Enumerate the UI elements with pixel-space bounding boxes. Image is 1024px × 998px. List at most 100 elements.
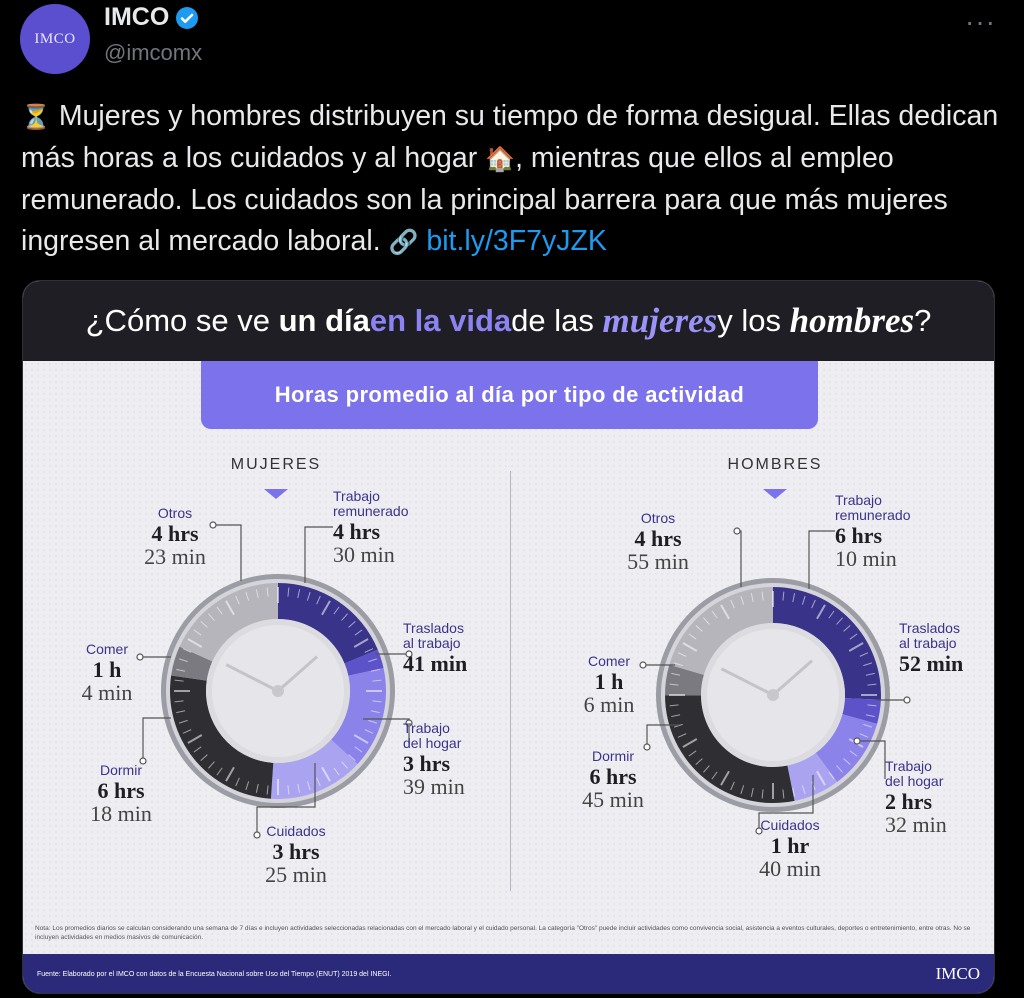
label-name: Comer bbox=[86, 641, 128, 657]
label-name: Traslados bbox=[899, 620, 960, 636]
tweet-text-part2: , mientras que ellos al empleo remunerad… bbox=[21, 142, 948, 257]
clock-tick bbox=[730, 599, 735, 609]
clock-tick bbox=[836, 617, 843, 625]
label-value-main: 3 hrs bbox=[272, 839, 320, 864]
clock-tick bbox=[348, 621, 356, 628]
clock-tick bbox=[348, 754, 356, 761]
title-part-bold: un día bbox=[278, 303, 370, 338]
clock-tick bbox=[297, 783, 301, 793]
label-leader-line bbox=[758, 775, 814, 831]
clock-tick bbox=[740, 595, 745, 605]
title-part: de las bbox=[511, 303, 594, 338]
clock-tick bbox=[750, 787, 754, 797]
clock-tick bbox=[848, 642, 864, 652]
label-dot bbox=[733, 527, 741, 535]
clock-tick bbox=[370, 668, 380, 672]
author-name[interactable]: IMCO bbox=[104, 3, 202, 32]
label-leader-line bbox=[213, 524, 242, 581]
label-name: del hogar bbox=[885, 773, 944, 789]
slice-dormir bbox=[665, 695, 795, 803]
clock-tick bbox=[182, 729, 192, 734]
title-part: y los bbox=[717, 303, 782, 338]
clock-tick bbox=[255, 783, 259, 793]
chart-header: HOMBRES bbox=[728, 456, 823, 473]
clock-tick bbox=[287, 587, 290, 597]
infographic-image[interactable]: ¿Cómo se ve un día en la vida de las muj… bbox=[22, 280, 995, 994]
label-value-main: 1 h bbox=[93, 657, 122, 682]
slice-traslados-al-trabajo bbox=[842, 698, 881, 724]
label-value-main: 41 min bbox=[403, 651, 467, 676]
clock-tick bbox=[792, 787, 796, 797]
clock-tick bbox=[865, 714, 875, 718]
clock-tick bbox=[801, 785, 806, 795]
clock-hand-hour bbox=[720, 667, 774, 697]
label-value-sub: 32 min bbox=[885, 812, 947, 837]
clock-tick bbox=[193, 629, 202, 636]
clock-tick bbox=[811, 599, 816, 609]
label-dot bbox=[853, 737, 861, 745]
label-dot bbox=[903, 696, 911, 704]
clock-tick bbox=[816, 604, 826, 620]
label-value-sub: 6 min bbox=[584, 692, 635, 717]
label-value-sub: 30 min bbox=[333, 542, 395, 567]
section-divider bbox=[510, 471, 511, 891]
hourglass-icon: ⏳ bbox=[21, 104, 51, 131]
clock-tick bbox=[730, 781, 735, 791]
label-name: Comer bbox=[588, 653, 630, 669]
chart-header-arrow bbox=[763, 489, 787, 499]
house-icon: 🏠 bbox=[485, 146, 516, 173]
clock-tick bbox=[792, 593, 796, 603]
clock-tick bbox=[354, 746, 363, 753]
clock-tick bbox=[174, 700, 184, 703]
label-name: Dormir bbox=[592, 748, 634, 764]
label-value-sub: 55 min bbox=[627, 549, 689, 574]
label-value-main: 52 min bbox=[899, 651, 963, 676]
tweet-text-part1: Mujeres y hombres distribuyen su tiempo … bbox=[21, 100, 999, 174]
clock-tick bbox=[703, 765, 710, 773]
chart-header: MUJERES bbox=[231, 456, 321, 473]
slice-trabajo-remunerado bbox=[773, 587, 881, 700]
label-name: Trabajo bbox=[403, 720, 450, 736]
avatar-logo-text: IMCO bbox=[34, 30, 76, 47]
avatar[interactable]: IMCO bbox=[20, 4, 90, 74]
clock-tick bbox=[849, 633, 858, 640]
slice-otros bbox=[669, 587, 773, 675]
clock-tick bbox=[849, 750, 858, 757]
label-name: Traslados bbox=[403, 620, 464, 636]
clock-tick bbox=[193, 746, 202, 753]
clock-tick bbox=[187, 734, 203, 744]
label-value-main: 6 hrs bbox=[835, 523, 883, 548]
tweet-link[interactable]: bit.ly/3F7yJZK bbox=[426, 225, 607, 257]
slice-comer bbox=[171, 646, 213, 681]
clock-hand-minute bbox=[772, 659, 813, 697]
slice-trabajo-del-hogar bbox=[331, 668, 386, 764]
clock-tick bbox=[306, 591, 311, 601]
author-handle[interactable]: @imcomx bbox=[104, 40, 203, 65]
clock-tick bbox=[333, 606, 340, 615]
clock-tick bbox=[370, 710, 380, 714]
clock-tick bbox=[245, 781, 250, 791]
label-leader-line bbox=[363, 718, 410, 745]
slice-trabajo-remunerado bbox=[278, 583, 378, 664]
slice-cuidados bbox=[270, 739, 358, 799]
title-hombres: hombres bbox=[789, 301, 915, 340]
label-name: Dormir bbox=[100, 762, 142, 778]
clock-tick bbox=[200, 621, 208, 628]
clock-tick bbox=[306, 781, 311, 791]
slice-dormir bbox=[170, 675, 274, 799]
more-options-icon[interactable]: ··· bbox=[965, 6, 996, 37]
clock-tick bbox=[266, 785, 269, 795]
author-name-text: IMCO bbox=[104, 3, 170, 31]
clock-tick bbox=[245, 591, 250, 601]
clock-tick bbox=[208, 761, 215, 769]
clock-tick bbox=[695, 625, 703, 632]
clock-tick bbox=[867, 704, 877, 707]
clock-tick bbox=[208, 613, 215, 621]
clock-tick bbox=[266, 587, 269, 597]
